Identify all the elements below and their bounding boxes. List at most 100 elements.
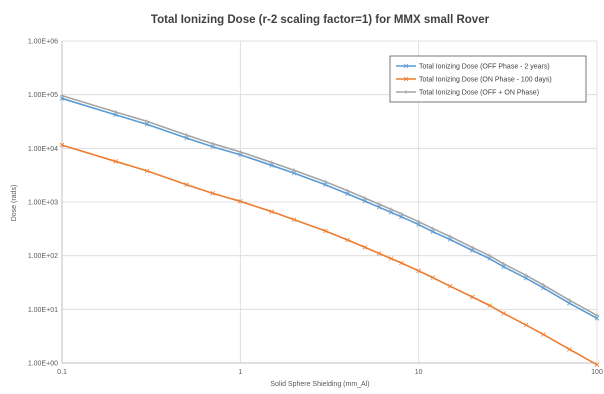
data-point — [388, 256, 394, 261]
data-point — [113, 112, 118, 118]
data-point — [376, 204, 382, 210]
legend-item: Total Ionizing Dose (OFF + ON Phase) — [396, 90, 539, 97]
data-point — [210, 144, 215, 150]
data-point — [416, 222, 421, 227]
y-tick-label: 1.00E+04 — [28, 146, 58, 153]
data-point — [501, 261, 506, 266]
data-point — [269, 160, 274, 165]
axes: 1.00E+00 1.00E+01 1.00E+02 1.00E+03 1.00E+04… — [28, 39, 603, 377]
legend: Total Ionizing Dose (OFF Phase - 2 years… — [389, 55, 587, 103]
data-point — [399, 214, 404, 220]
data-point — [377, 202, 382, 207]
data-point — [345, 237, 350, 243]
series-1 — [59, 96, 600, 321]
data-point — [594, 362, 600, 367]
series-line — [61, 144, 598, 366]
data-point — [501, 311, 507, 316]
legend-item: Total Ionizing Dose (ON Phase - 100 days… — [396, 77, 552, 84]
x-tick-label: 1 — [238, 369, 242, 376]
data-point — [345, 191, 350, 197]
series-2 — [59, 142, 600, 367]
legend-label: Total Ionizing Dose (OFF Phase - 2 years… — [419, 64, 550, 71]
data-point — [144, 168, 150, 174]
data-point — [448, 234, 453, 239]
y-tick-label: 1.00E+01 — [28, 307, 58, 314]
data-point — [323, 179, 328, 184]
legend-item: Total Ionizing Dose (OFF Phase - 2 years… — [396, 64, 550, 71]
data-point — [523, 322, 529, 328]
data-point — [210, 191, 215, 196]
legend-label: Total Ionizing Dose (ON Phase - 100 days… — [419, 77, 552, 84]
data-point — [362, 196, 367, 201]
data-point — [184, 182, 189, 187]
data-point — [113, 110, 118, 115]
data-point — [470, 294, 475, 300]
y-tick-label: 1.00E+02 — [28, 253, 58, 260]
data-point — [291, 217, 297, 222]
data-point — [291, 170, 297, 176]
data-point — [210, 141, 215, 146]
data-point — [184, 133, 189, 138]
data-point — [541, 332, 546, 337]
data-point — [430, 226, 435, 231]
data-point — [567, 347, 572, 352]
data-point — [399, 211, 404, 216]
data-point — [144, 122, 150, 127]
data-point — [376, 251, 382, 256]
legend-swatch-marker — [403, 76, 409, 82]
data-point — [323, 182, 328, 187]
x-tick-label: 10 — [415, 369, 423, 376]
y-tick-label: 1.00E+06 — [28, 39, 58, 46]
data-point — [389, 207, 394, 212]
data-point — [362, 245, 368, 250]
data-point — [447, 283, 453, 289]
series-line — [61, 97, 598, 320]
data-point — [388, 210, 394, 215]
grid — [61, 40, 598, 364]
data-point — [323, 228, 328, 234]
data-point — [238, 199, 243, 204]
y-tick-label: 1.00E+05 — [28, 92, 58, 99]
data-point — [345, 188, 350, 193]
data-point — [567, 298, 572, 303]
x-tick-label: 0.1 — [57, 369, 67, 376]
data-point — [430, 275, 436, 280]
data-point — [59, 142, 65, 148]
y-axis-label: Dose (rads) — [11, 185, 18, 222]
data-point — [145, 119, 150, 124]
data-point — [238, 149, 243, 154]
legend-box — [389, 55, 587, 103]
data-point — [113, 159, 118, 164]
data-point — [470, 248, 475, 253]
series-line — [61, 94, 598, 317]
data-point — [416, 268, 421, 274]
data-point — [60, 93, 64, 98]
data-point — [269, 209, 275, 214]
data-point — [567, 300, 572, 306]
data-point — [269, 163, 275, 168]
x-axis-label: Solid Sphere Shielding (mm_Al) — [270, 381, 369, 388]
data-point — [238, 152, 243, 158]
chart-title: Total Ionizing Dose (r-2 scaling factor=… — [151, 14, 490, 26]
data-point — [470, 245, 475, 250]
data-point — [184, 135, 189, 141]
data-point — [399, 260, 404, 266]
data-point — [292, 168, 297, 173]
data-point — [524, 273, 529, 278]
y-tick-label: 1.00E+03 — [28, 200, 58, 207]
series-3 — [60, 93, 599, 318]
data-point — [362, 198, 368, 204]
series-layer — [59, 93, 600, 367]
data-point — [59, 96, 65, 101]
y-tick-label: 1.00E+00 — [28, 361, 58, 368]
data-point — [487, 303, 492, 308]
data-point — [595, 313, 599, 318]
data-point — [430, 229, 436, 234]
legend-swatch-marker — [403, 63, 409, 69]
data-point — [447, 237, 453, 242]
data-point — [541, 283, 546, 288]
data-point — [487, 253, 492, 258]
legend-swatch-marker — [404, 90, 408, 94]
